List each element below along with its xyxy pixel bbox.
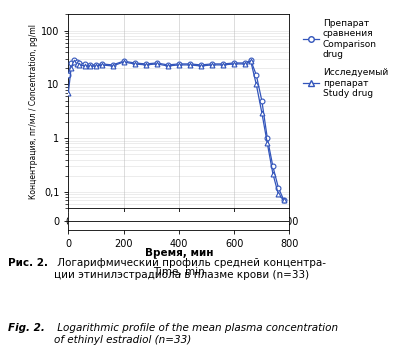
- Text: Logarithmic profile of the mean plasma concentration
of ethinyl estradiol (n=33): Logarithmic profile of the mean plasma c…: [54, 323, 338, 345]
- Text: Time, min: Time, min: [153, 267, 204, 278]
- Text: Рис. 2.: Рис. 2.: [8, 258, 48, 269]
- Text: Время, мин: Время, мин: [144, 248, 213, 258]
- Text: Fig. 2.: Fig. 2.: [8, 323, 45, 333]
- Text: Логарифмический профиль средней концентра-
ции этинилэстрадиола в плазме крови (: Логарифмический профиль средней концентр…: [54, 258, 326, 280]
- Y-axis label: Концентрация, пг/мл / Concentration, pg/ml: Концентрация, пг/мл / Concentration, pg/…: [29, 24, 38, 199]
- Legend: Препарат
сравнения
Comparison
drug, Исследуемый
препарат
Study drug: Препарат сравнения Comparison drug, Иссл…: [302, 19, 387, 98]
